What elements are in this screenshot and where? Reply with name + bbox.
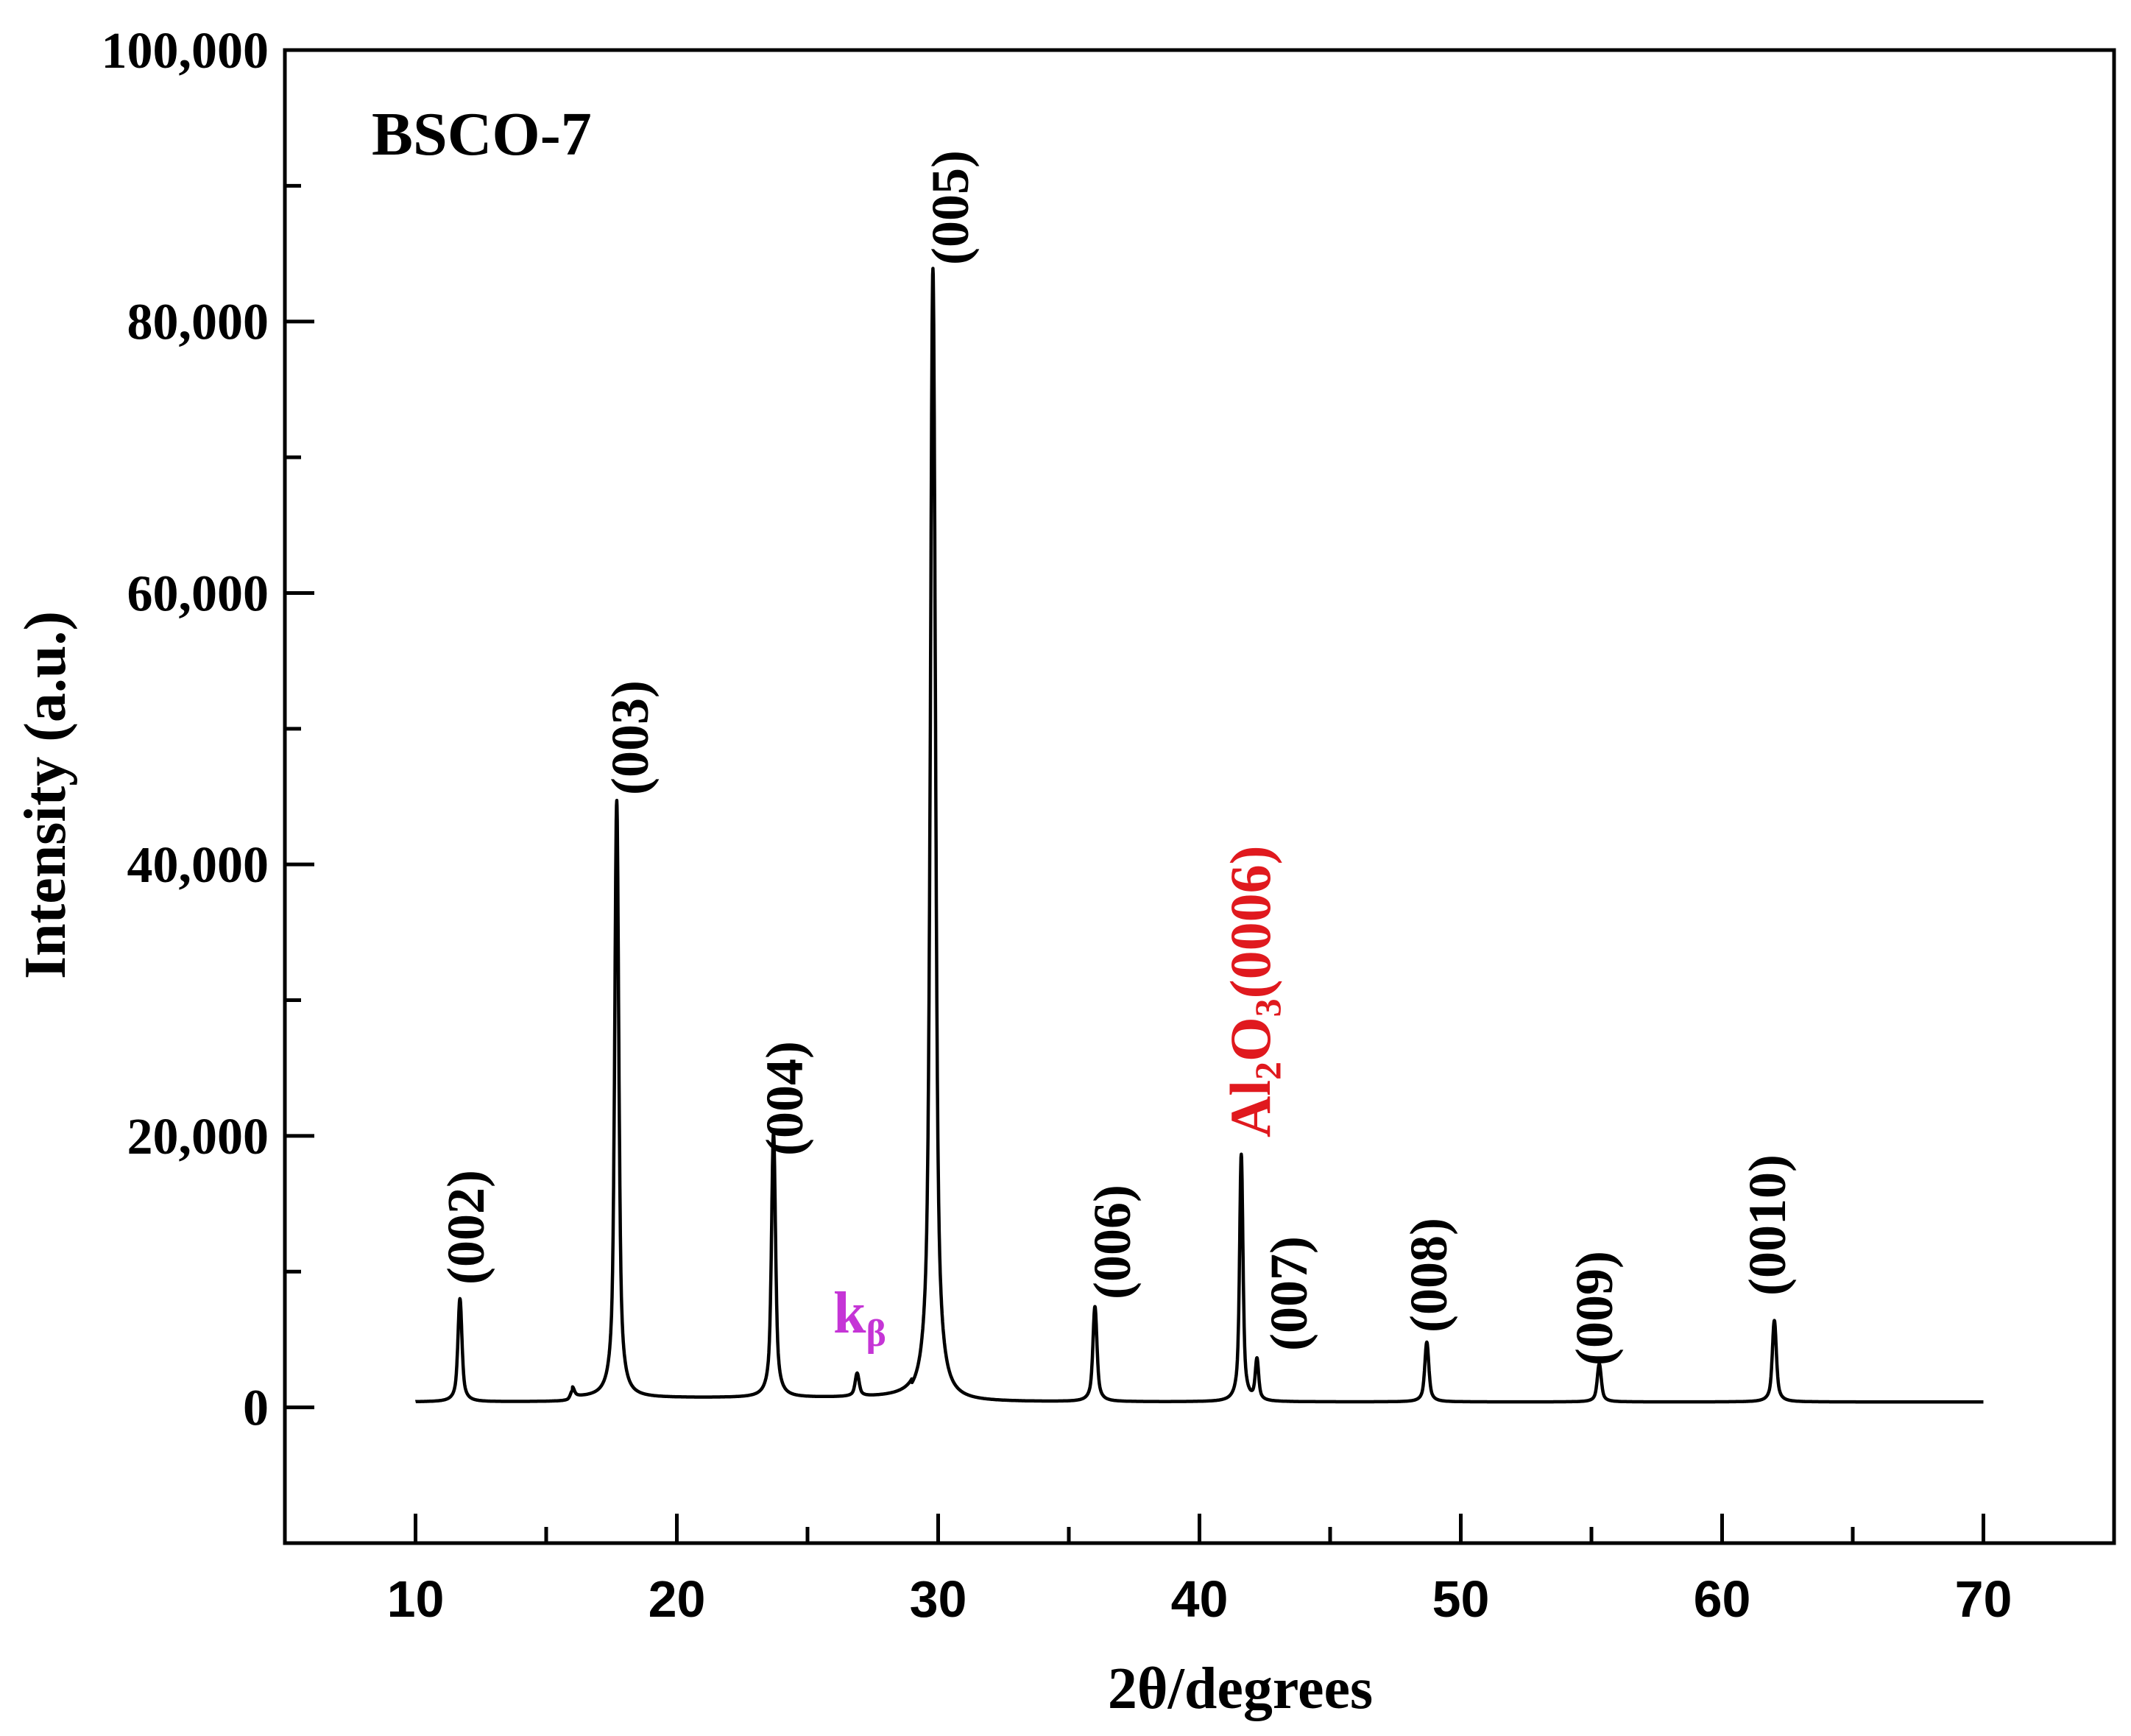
- y-tick-label-0: 0: [243, 1380, 269, 1437]
- al2o3-hkl: (0006): [1218, 845, 1282, 998]
- k-beta-sub: β: [866, 1313, 886, 1355]
- k-beta-label: kβ: [833, 1281, 886, 1355]
- x-tick-label-10: 10: [387, 1570, 445, 1628]
- y-tick-label-100000: 100,000: [102, 23, 269, 80]
- peak-label-009: (009): [1565, 1251, 1624, 1366]
- al2o3-sub-2: 2: [1247, 1062, 1288, 1080]
- y-axis-title: Intensity (a.u.): [13, 611, 78, 979]
- sample-label: BSCO-7: [372, 100, 592, 169]
- x-axis-ticks: 10 20 30 40 50 60 70: [283, 1514, 2116, 1628]
- al2o3-sub-3: 3: [1247, 998, 1288, 1017]
- peak-label-005: (005): [921, 150, 980, 265]
- x-tick-label-50: 50: [1432, 1570, 1490, 1628]
- peak-label-008: (008): [1399, 1218, 1458, 1333]
- al2o3-substrate-label: Al2O3(0006): [1218, 845, 1288, 1137]
- x-tick-label-70: 70: [1955, 1570, 2012, 1628]
- peak-label-002: (002): [437, 1170, 495, 1285]
- al2o3-o: O: [1218, 1017, 1282, 1062]
- y-tick-label-40000: 40,000: [127, 837, 269, 894]
- y-axis-ticks: 0 20,000 40,000 60,000 80,000 100,000: [102, 23, 314, 1545]
- al2o3-al: Al: [1218, 1080, 1282, 1137]
- peak-label-006: (006): [1083, 1185, 1142, 1299]
- k-beta-k: k: [833, 1281, 866, 1346]
- peak-label-007: (007): [1259, 1236, 1318, 1351]
- peak-label-004: (004): [755, 1041, 814, 1156]
- x-tick-label-60: 60: [1694, 1570, 1751, 1628]
- peak-label-003: (003): [601, 680, 660, 795]
- y-tick-label-80000: 80,000: [127, 294, 269, 351]
- xrd-pattern-line: [414, 267, 1985, 1404]
- plot-frame: [283, 48, 2116, 1545]
- x-axis-title: 2θ/degrees: [1108, 1656, 1373, 1721]
- x-tick-label-40: 40: [1171, 1570, 1229, 1628]
- peak-label-0010: (0010): [1738, 1154, 1797, 1296]
- y-tick-label-20000: 20,000: [127, 1109, 269, 1165]
- x-tick-label-30: 30: [910, 1570, 967, 1628]
- x-tick-label-20: 20: [649, 1570, 706, 1628]
- y-tick-label-60000: 60,000: [127, 565, 269, 622]
